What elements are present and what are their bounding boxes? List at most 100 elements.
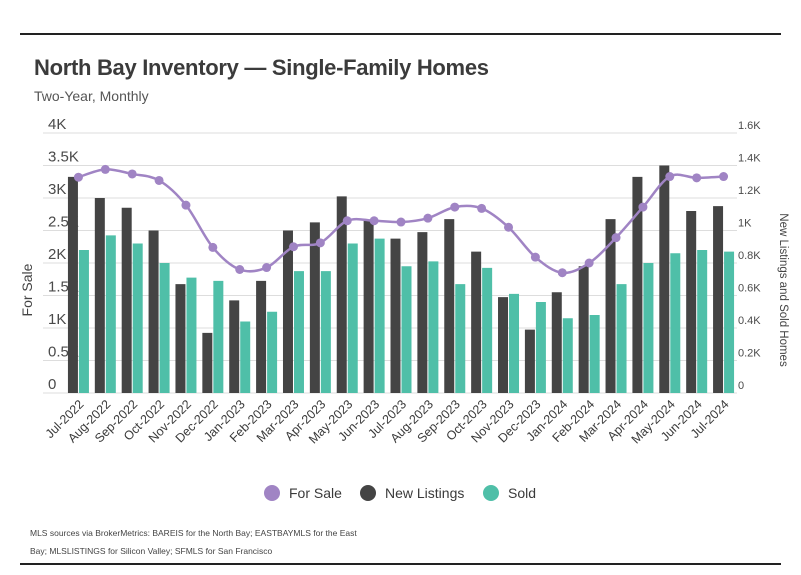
for-sale-point xyxy=(557,268,567,278)
sold-bar xyxy=(401,266,412,393)
bar-series xyxy=(67,165,735,393)
sold-bar xyxy=(347,243,358,393)
x-axis-ticks: Jul-2022Aug-2022Sep-2022Oct-2022Nov-2022… xyxy=(43,397,732,446)
new-listings-bar xyxy=(713,206,724,393)
left-tick-label: 3K xyxy=(48,181,66,198)
for-sale-point xyxy=(477,203,487,213)
new-listings-bar xyxy=(121,207,132,393)
chart-title: North Bay Inventory — Single-Family Home… xyxy=(34,55,489,80)
sold-bar xyxy=(616,284,627,393)
for-sale-point xyxy=(719,172,729,182)
for-sale-point xyxy=(692,173,702,183)
left-tick-label: 1K xyxy=(48,311,66,328)
sold-bar xyxy=(724,251,735,393)
legend-marker xyxy=(264,485,280,501)
new-listings-bar xyxy=(524,329,535,393)
sold-bar xyxy=(562,318,573,393)
left-tick-label: 2K xyxy=(48,246,66,263)
sold-bar xyxy=(670,253,681,393)
for-sale-point xyxy=(127,169,137,179)
legend-label: Sold xyxy=(508,485,536,501)
for-sale-point xyxy=(235,265,245,274)
legend-label: For Sale xyxy=(289,485,342,501)
new-listings-bar xyxy=(605,219,616,393)
new-listings-bar xyxy=(175,284,186,393)
sold-bar xyxy=(697,250,708,393)
for-sale-point xyxy=(315,238,325,248)
for-sale-point xyxy=(504,222,514,232)
for-sale-point xyxy=(530,252,540,262)
sold-bar xyxy=(535,302,546,393)
new-listings-bar xyxy=(282,230,293,393)
right-tick-label: 0.8K xyxy=(738,250,761,262)
for-sale-point xyxy=(611,233,621,243)
right-axis-label: New Listings and Sold Homes xyxy=(777,213,789,367)
for-sale-point xyxy=(100,164,110,174)
new-listings-bar xyxy=(229,300,240,393)
for-sale-point xyxy=(638,202,648,212)
sold-bar xyxy=(643,263,654,393)
legend-marker xyxy=(360,485,376,501)
right-tick-label: 0 xyxy=(738,380,744,392)
new-listings-bar xyxy=(659,165,670,393)
line-series xyxy=(73,164,729,278)
left-axis-label: For Sale xyxy=(19,263,35,316)
new-listings-bar xyxy=(551,292,562,393)
right-tick-label: 0.4K xyxy=(738,315,761,327)
for-sale-point xyxy=(450,202,460,212)
left-tick-label: 4K xyxy=(48,116,66,133)
right-tick-label: 1K xyxy=(738,218,752,230)
top-rule xyxy=(20,33,781,35)
right-tick-label: 1.2K xyxy=(738,185,761,197)
sold-bar xyxy=(267,311,278,393)
new-listings-bar xyxy=(578,266,589,393)
sold-bar xyxy=(589,315,600,393)
sold-bar xyxy=(213,280,224,393)
sold-bar xyxy=(293,271,304,393)
new-listings-bar xyxy=(686,211,697,393)
new-listings-bar xyxy=(67,176,78,393)
for-sale-point xyxy=(423,213,433,223)
grid-lines xyxy=(43,132,737,394)
chart-subtitle: Two-Year, Monthly xyxy=(34,88,149,104)
new-listings-bar xyxy=(309,222,320,393)
for-sale-point xyxy=(342,216,352,226)
sold-bar xyxy=(320,271,331,393)
sold-bar xyxy=(105,235,116,393)
new-listings-bar xyxy=(417,232,428,393)
new-listings-bar xyxy=(94,198,105,393)
for-sale-point xyxy=(369,216,379,226)
new-listings-bar xyxy=(471,251,482,393)
footnote: MLS sources via BrokerMetrics: BAREIS fo… xyxy=(30,528,357,556)
right-axis-ticks: 0 0.2K 0.4K 0.6K 0.8K 1K 1.2K 1.4K 1.6K xyxy=(738,120,761,392)
sold-bar xyxy=(240,321,251,393)
new-listings-bar xyxy=(336,196,347,393)
sold-bar xyxy=(374,238,385,393)
sold-bar xyxy=(482,267,493,393)
for-sale-point xyxy=(181,200,191,210)
sold-bar xyxy=(132,243,143,393)
for-sale-point xyxy=(262,263,272,273)
for-sale-point xyxy=(665,172,675,182)
for-sale-point xyxy=(208,242,218,252)
new-listings-bar xyxy=(148,230,159,393)
right-tick-label: 0.2K xyxy=(738,348,761,360)
sold-bar xyxy=(509,293,520,393)
for-sale-point xyxy=(73,172,83,182)
new-listings-bar xyxy=(390,238,401,393)
new-listings-bar xyxy=(202,332,213,393)
sold-bar xyxy=(78,250,89,393)
new-listings-bar xyxy=(444,219,455,393)
sold-bar xyxy=(428,261,439,393)
right-tick-label: 0.6K xyxy=(738,283,761,295)
sold-bar xyxy=(186,277,197,393)
legend-label: New Listings xyxy=(385,485,464,501)
left-tick-label: 3.5K xyxy=(48,149,79,166)
new-listings-bar xyxy=(256,280,267,393)
new-listings-bar xyxy=(498,297,509,393)
for-sale-point xyxy=(396,217,406,227)
sold-bar xyxy=(455,284,466,393)
for-sale-point xyxy=(288,242,298,252)
legend: For Sale New Listings Sold xyxy=(264,485,536,501)
